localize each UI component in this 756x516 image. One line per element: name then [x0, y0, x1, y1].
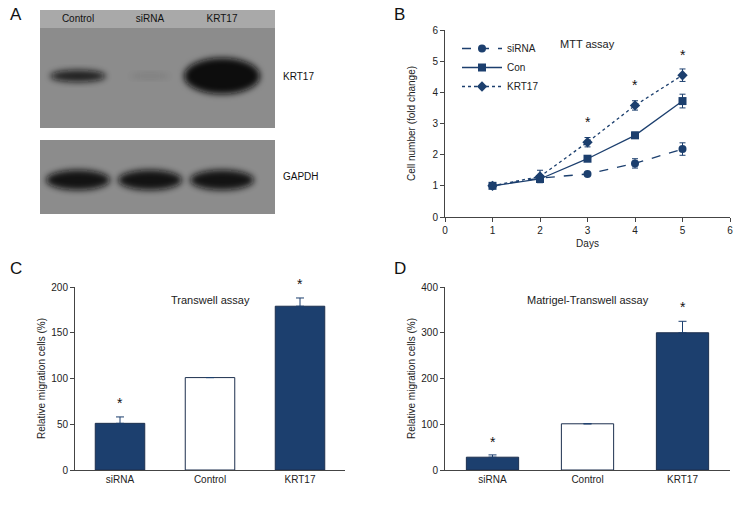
svg-text:*: * — [680, 47, 686, 63]
svg-text:Cell number (fold change): Cell number (fold change) — [406, 66, 417, 181]
svg-text:3: 3 — [585, 225, 591, 236]
svg-text:Control: Control — [571, 474, 603, 485]
svg-text:*: * — [490, 434, 496, 450]
svg-text:200: 200 — [51, 282, 68, 293]
svg-text:KRT17: KRT17 — [667, 474, 698, 485]
svg-text:KRT17: KRT17 — [207, 13, 238, 24]
svg-text:GAPDH: GAPDH — [283, 171, 319, 182]
svg-text:A: A — [10, 5, 22, 24]
svg-text:*: * — [680, 299, 686, 315]
svg-text:KRT17: KRT17 — [507, 81, 538, 92]
svg-text:1: 1 — [490, 225, 496, 236]
svg-text:0: 0 — [62, 465, 68, 476]
svg-text:Control: Control — [194, 474, 226, 485]
svg-text:5: 5 — [680, 225, 686, 236]
svg-text:siRNA: siRNA — [478, 474, 507, 485]
svg-text:400: 400 — [421, 282, 438, 293]
svg-text:Relative migration cells (%): Relative migration cells (%) — [36, 318, 47, 439]
svg-text:2: 2 — [432, 149, 438, 160]
svg-text:2: 2 — [537, 225, 543, 236]
svg-text:150: 150 — [51, 327, 68, 338]
svg-text:*: * — [585, 114, 591, 130]
svg-text:4: 4 — [632, 225, 638, 236]
svg-text:300: 300 — [421, 327, 438, 338]
svg-text:5: 5 — [432, 56, 438, 67]
svg-text:0: 0 — [442, 225, 448, 236]
svg-text:*: * — [297, 276, 303, 292]
svg-text:3: 3 — [432, 118, 438, 129]
svg-text:100: 100 — [421, 419, 438, 430]
svg-text:B: B — [394, 5, 405, 24]
svg-text:Control: Control — [62, 13, 94, 24]
svg-text:Transwell assay: Transwell assay — [171, 294, 250, 306]
svg-text:KRT17: KRT17 — [285, 474, 316, 485]
svg-text:50: 50 — [57, 419, 69, 430]
svg-text:Matrigel-Transwell assay: Matrigel-Transwell assay — [527, 294, 649, 306]
svg-text:6: 6 — [727, 225, 733, 236]
svg-text:*: * — [632, 77, 638, 93]
svg-text:1: 1 — [432, 180, 438, 191]
svg-text:*: * — [117, 395, 123, 411]
svg-text:0: 0 — [432, 465, 438, 476]
svg-text:KRT17: KRT17 — [283, 71, 314, 82]
svg-text:4: 4 — [432, 87, 438, 98]
svg-text:Relative migration cells (%): Relative migration cells (%) — [406, 318, 417, 439]
svg-text:0: 0 — [432, 212, 438, 223]
svg-text:MTT assay: MTT assay — [560, 38, 615, 50]
svg-text:200: 200 — [421, 373, 438, 384]
svg-text:100: 100 — [51, 373, 68, 384]
svg-text:Days: Days — [576, 238, 599, 249]
svg-text:D: D — [394, 259, 406, 278]
svg-text:siRNA: siRNA — [136, 13, 165, 24]
svg-text:Con: Con — [507, 62, 525, 73]
svg-text:siRNA: siRNA — [507, 43, 536, 54]
svg-text:C: C — [10, 259, 22, 278]
svg-text:siRNA: siRNA — [106, 474, 135, 485]
svg-text:6: 6 — [432, 25, 438, 36]
